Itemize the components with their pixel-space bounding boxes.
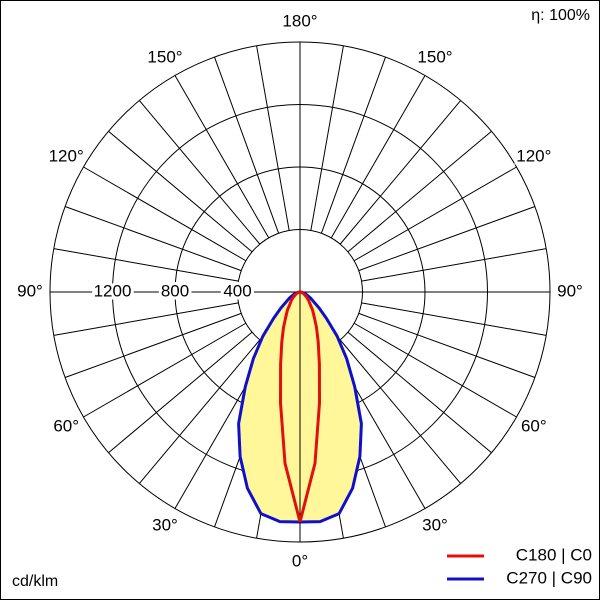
angle-label: 120° — [49, 146, 84, 165]
spoke — [53, 302, 239, 336]
angle-label: 30° — [422, 515, 448, 534]
spoke — [361, 248, 547, 282]
spoke — [353, 322, 517, 418]
spoke — [174, 75, 270, 239]
spoke — [358, 312, 536, 378]
angle-label: 0° — [292, 551, 308, 570]
r-tick-label: 1200 — [94, 281, 132, 300]
spoke — [108, 331, 253, 454]
spoke — [214, 56, 280, 234]
angle-label: 60° — [521, 416, 547, 435]
angle-label: 90° — [557, 281, 583, 300]
angle-label: 150° — [147, 48, 182, 67]
spoke — [361, 302, 547, 336]
spoke — [347, 331, 492, 454]
angle-label: 150° — [417, 48, 452, 67]
spoke — [339, 100, 462, 245]
spoke — [108, 130, 253, 253]
spoke — [64, 312, 242, 378]
spoke — [138, 339, 261, 484]
angle-label: 120° — [516, 146, 551, 165]
spoke — [53, 248, 239, 282]
spoke — [83, 322, 247, 418]
r-tick-label: 800 — [161, 281, 189, 300]
angle-label: 90° — [17, 281, 43, 300]
spoke — [353, 166, 517, 262]
spoke — [339, 339, 462, 484]
spoke — [320, 56, 386, 234]
intensity-curve — [279, 290, 302, 523]
legend-label: C180 | C0 — [516, 545, 592, 564]
spoke — [330, 75, 426, 239]
spoke — [256, 45, 290, 231]
spoke — [358, 206, 536, 272]
spoke — [64, 206, 242, 272]
spoke — [138, 100, 261, 245]
legend-label: C270 | C90 — [506, 568, 592, 587]
angle-label: 60° — [53, 416, 79, 435]
intensity-curve — [298, 290, 321, 523]
angle-label: 30° — [152, 515, 178, 534]
r-tick-label: 400 — [223, 281, 251, 300]
spoke — [347, 130, 492, 253]
efficiency: η: 100% — [531, 7, 590, 24]
unit-label: cd/klm — [12, 573, 58, 590]
spoke — [310, 45, 344, 231]
spoke — [83, 166, 247, 262]
angle-label: 180° — [282, 11, 317, 30]
